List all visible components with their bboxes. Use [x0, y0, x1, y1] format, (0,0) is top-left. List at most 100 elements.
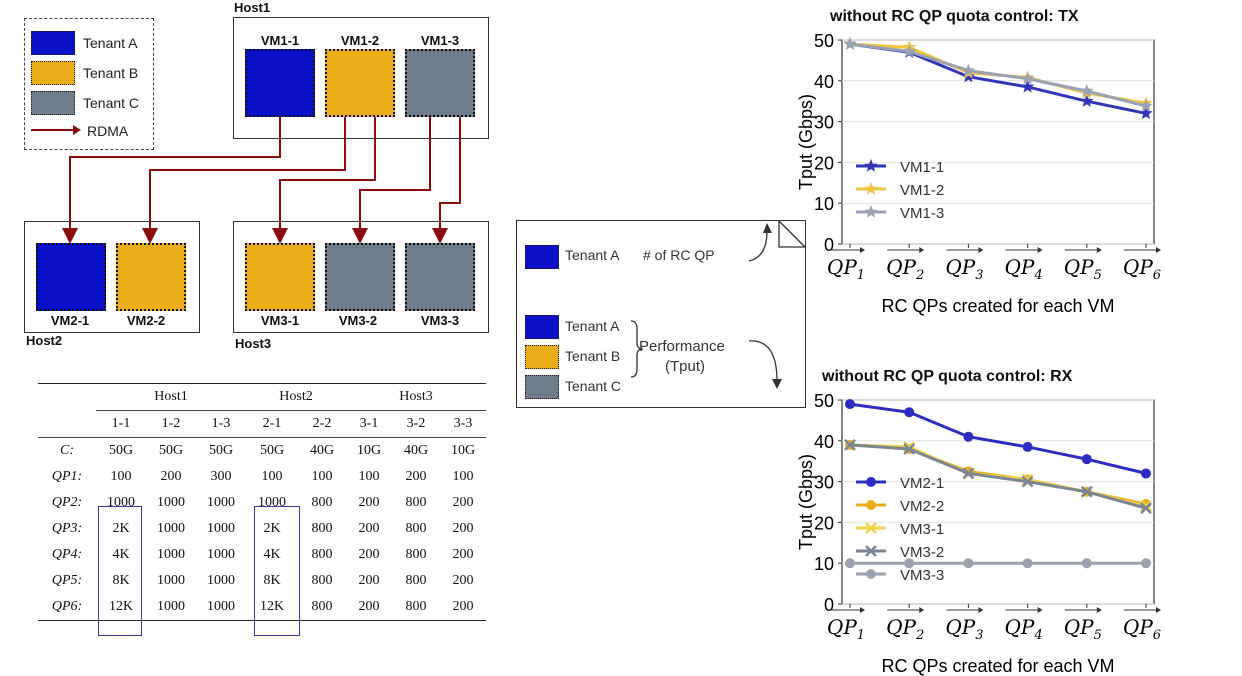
table-row: QP5: 8K 1000 1000 8K 800 200 800 200 [38, 568, 486, 594]
y-tick-label: 10 [814, 194, 834, 214]
table-cell: 800 [311, 521, 333, 536]
table-cell: 200 [160, 469, 182, 484]
y-tick-label: 40 [814, 432, 834, 452]
table-cell: 200 [358, 521, 380, 536]
vm2-1-box [36, 243, 106, 311]
vector-arrowhead-icon [860, 247, 865, 253]
row-label: C: [60, 443, 74, 458]
host1-label: Host1 [234, 0, 271, 15]
table-cell: 800 [405, 599, 427, 614]
highlight-box-2-1 [254, 506, 300, 636]
y-tick-label: 50 [814, 31, 834, 51]
table-cell: 10G [356, 443, 382, 458]
legend-label: VM2-2 [900, 498, 944, 515]
table-cell: 800 [405, 521, 427, 536]
table-cell: 200 [452, 521, 474, 536]
rdma-arrow-vm1-1-to-vm2-1 [62, 117, 281, 244]
data-point [904, 558, 915, 569]
table-cell: 800 [311, 573, 333, 588]
legend-label: VM1-3 [900, 205, 944, 222]
x-tick-label: QP3 [945, 255, 983, 283]
highlight-box-1-1 [98, 506, 142, 636]
vm3-1-label: VM3-1 [260, 313, 300, 328]
vector-arrowhead-icon [860, 607, 865, 613]
table-cell: 100 [311, 469, 333, 484]
rdma-arrow-vm1-2-to-vm2-2 [142, 117, 346, 244]
tenant-a-label: Tenant A [83, 35, 138, 51]
col-header: 1-1 [111, 416, 131, 431]
data-point [1081, 558, 1092, 569]
x-axis-label: RC QPs created for each VM [881, 296, 1114, 316]
note-perf-b-label: Tenant B [565, 348, 621, 364]
rdma-arrow-vm1-3-to-vm3-2 [352, 117, 431, 244]
table-row: C: 50G 50G 50G 50G 40G 10G 40G 10G [38, 438, 486, 465]
table-cell: 200 [452, 547, 474, 562]
table-cell: 4K [112, 547, 130, 562]
data-point [1141, 558, 1151, 569]
table-cell: 50G [208, 443, 234, 458]
data-point [1141, 468, 1151, 479]
rc-qp-count-label: # of RC QP [643, 247, 715, 263]
col-header: 3-1 [359, 416, 379, 431]
table-cell: 1000 [207, 573, 235, 588]
table-host1-header: Host1 [96, 383, 246, 411]
row-label: QP3: [51, 521, 83, 536]
y-tick-label: 30 [814, 113, 834, 133]
arrowhead-down-icon [772, 379, 782, 389]
table-cell: 100 [261, 469, 283, 484]
table-cell: 1000 [207, 599, 235, 614]
table-cell: 2K [263, 521, 281, 536]
vector-arrowhead-icon [919, 247, 925, 253]
table-row: QP1: 100 200 300 100 100 100 200 100 [38, 464, 486, 490]
vector-arrowhead-icon [1096, 247, 1102, 253]
table-cell: 800 [405, 547, 427, 562]
tenant-c-swatch [31, 91, 75, 115]
data-point [1021, 475, 1034, 488]
vm3-2-label: VM3-2 [338, 313, 378, 328]
note-perf-c-label: Tenant C [565, 378, 622, 394]
data-point [1022, 441, 1033, 452]
series-vm2-2 [845, 439, 1151, 510]
col-header: 2-1 [262, 416, 282, 431]
table-cell: 50G [108, 443, 134, 458]
table-cell: 300 [210, 469, 232, 484]
data-point [961, 63, 976, 77]
y-tick-label: 10 [814, 554, 834, 574]
x-tick-label: QP2 [886, 255, 924, 283]
x-tick-label: QP3 [945, 615, 983, 643]
vm1-1-box [245, 49, 315, 117]
plot-frame [841, 399, 1155, 605]
table-cell: 8K [263, 573, 281, 588]
curved-arrow-down-icon [748, 340, 778, 382]
table-cell: 1000 [157, 495, 185, 510]
rdma-arrow-vm1-3-to-vm3-3 [432, 117, 461, 244]
x-tick-label: QP2 [886, 615, 924, 643]
series-vm3-2 [844, 438, 1152, 515]
legend-marker [866, 477, 876, 487]
data-point [963, 431, 974, 442]
x-tick-label: QP4 [1005, 255, 1043, 283]
tx-throughput-chart: 0 10 20 30 40 50 QP1 QP2 QP3 QP4 QP5 QP6 Tput (Gbps)… [796, 31, 1161, 316]
series-vm2-1 [845, 399, 1151, 479]
x-tick-label: QP6 [1123, 255, 1161, 283]
note-tenant-a-swatch [525, 245, 559, 269]
host2-label: Host2 [26, 333, 63, 348]
vm1-3-box [405, 49, 475, 117]
legend-marker [866, 569, 876, 579]
y-tick-label: 20 [814, 153, 834, 173]
data-point [1020, 79, 1035, 93]
table-cell: 100 [358, 469, 380, 484]
table-cell: 800 [405, 573, 427, 588]
data-point [1081, 454, 1092, 465]
table-cell: 50G [158, 443, 184, 458]
data-point [1139, 106, 1153, 120]
vm2-2-box [116, 243, 186, 311]
data-point [845, 558, 855, 569]
x-tick-label: QP5 [1064, 255, 1102, 283]
legend-label: VM3-3 [900, 567, 944, 584]
table-cell: 800 [405, 495, 427, 510]
table-cell: 40G [403, 443, 429, 458]
note-perf-a-swatch [525, 315, 559, 339]
table-cell: 200 [358, 547, 380, 562]
host2-box [24, 221, 200, 333]
